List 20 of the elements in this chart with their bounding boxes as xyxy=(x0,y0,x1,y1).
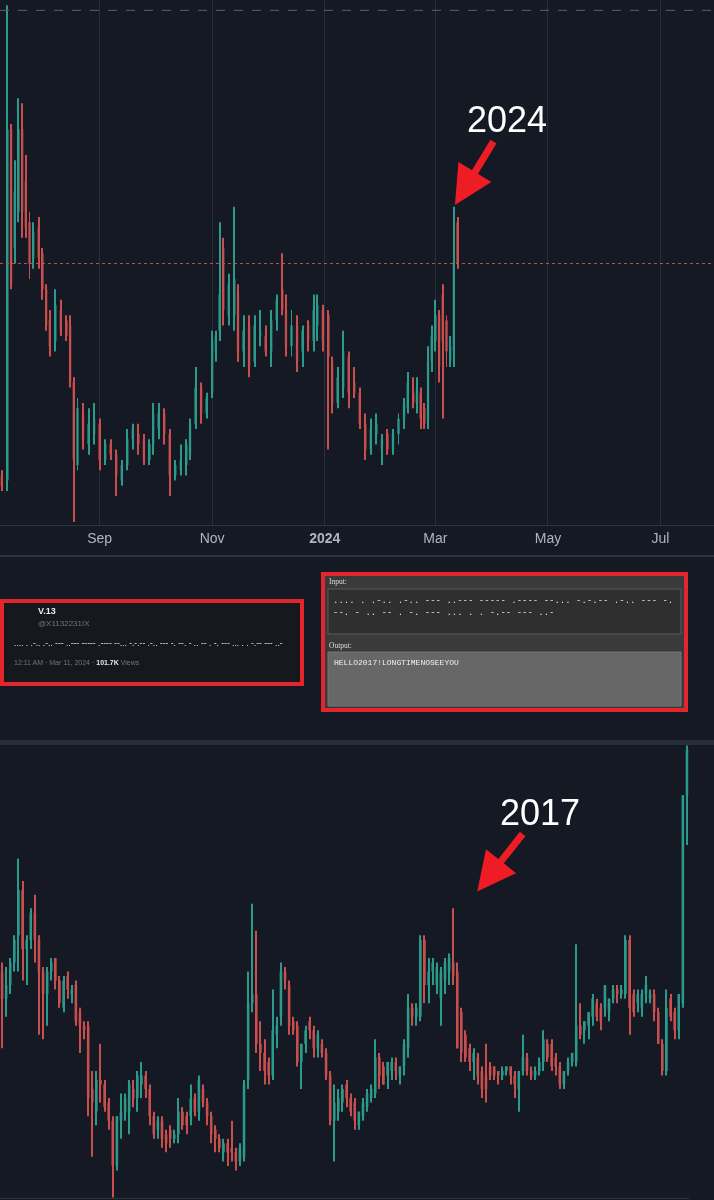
candlestick xyxy=(181,1107,184,1130)
candlestick xyxy=(505,1066,508,1076)
x-tick-label: Mar xyxy=(423,529,448,546)
text: V.13 xyxy=(38,606,56,616)
x-tick-label: 2024 xyxy=(309,529,341,546)
annotation: 2017 xyxy=(500,792,581,833)
text: HELLO2017!LONGTIMENOSEEYOU xyxy=(334,658,460,667)
candlestick xyxy=(250,903,254,1013)
text: .... . .-.. .-.. --- ..--- ----- .---- --... -.-.-- .-.. --- -. --. - .. -- . -. --- ... . . -.-- --- ..- xyxy=(14,638,283,648)
candlestick xyxy=(222,1138,225,1162)
text: @X1132231IX xyxy=(38,619,91,628)
x-tick-label: Jul xyxy=(651,529,670,546)
candlestick xyxy=(546,1039,549,1062)
x-tick-label: Sep xyxy=(87,529,113,546)
x-tick-label: Nov xyxy=(199,529,225,546)
annotation: 2024 xyxy=(467,99,548,140)
candlestick xyxy=(99,1043,102,1103)
candlestick xyxy=(140,1061,143,1099)
x-tick-label: May xyxy=(534,529,562,546)
text: .... . .-.. .-.. --- ..--- ----- .---- --... -.-.-- .-.. --- -. --. - .. -- . -. --- ... . . -.-- --- ..- xyxy=(333,596,674,618)
